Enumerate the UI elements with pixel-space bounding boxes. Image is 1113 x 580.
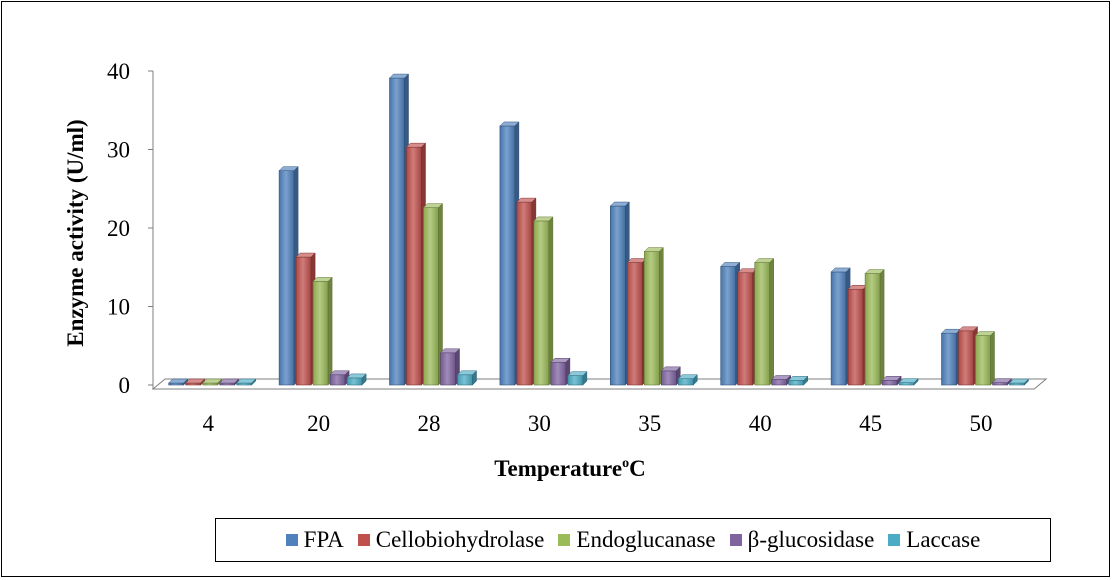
bar-endoglucanase-28: Endoglucanase @ 28: 22.6 bbox=[423, 207, 439, 386]
legend-label: Laccase bbox=[906, 527, 981, 552]
bar-endoglucanase-20: Endoglucanase @ 20: 13.2 bbox=[312, 281, 329, 386]
bar-endoglucanase-40: Endoglucanase @ 40: 15.6 bbox=[754, 262, 771, 386]
x-tick-label: 50 bbox=[970, 411, 993, 436]
bar-laccase-4: Laccase @ 4: 0 bbox=[236, 382, 252, 386]
x-tick-label: 30 bbox=[528, 411, 551, 436]
bar-laccase-30: Laccase @ 30: 1.2 bbox=[567, 375, 584, 386]
legend-item: Cellobiohydrolase bbox=[357, 527, 545, 553]
y-tick-label: 30 bbox=[107, 138, 130, 163]
bar-glucosidase-35: β-glucosidase @ 35: 1.8 bbox=[660, 370, 677, 386]
y-tick-label: 40 bbox=[107, 59, 130, 84]
bar-side-face bbox=[548, 216, 554, 386]
bar-cellobiohydrolase-50: Cellobiohydrolase @ 50: 6.9 bbox=[958, 330, 974, 386]
bar-fpa-40: FPA @ 40: 15.1 bbox=[720, 266, 737, 386]
bar-glucosidase-4: β-glucosidase @ 4: 0 bbox=[219, 382, 235, 386]
bar-endoglucanase-45: Endoglucanase @ 45: 14.2 bbox=[864, 273, 881, 386]
x-axis-title-sup: o bbox=[622, 456, 629, 471]
bar-cellobiohydrolase-28: Cellobiohydrolase @ 28: 30.3 bbox=[406, 146, 422, 386]
y-tick-label: 20 bbox=[107, 216, 130, 241]
bar-laccase-40: Laccase @ 40: 0.6 bbox=[788, 379, 805, 386]
legend-swatch bbox=[558, 534, 571, 546]
bar-side-face bbox=[769, 257, 774, 386]
bar-side-face bbox=[693, 374, 698, 386]
legend-item: FPA bbox=[285, 527, 344, 553]
axes bbox=[148, 70, 1048, 390]
y-tick-label: 10 bbox=[107, 295, 130, 320]
bar-glucosidase-20: β-glucosidase @ 20: 1.3 bbox=[329, 374, 346, 386]
legend-label: Cellobiohydrolase bbox=[375, 527, 545, 552]
bar-side-face bbox=[879, 268, 885, 386]
legend-item: Laccase bbox=[888, 527, 980, 553]
bar-cellobiohydrolase-45: Cellobiohydrolase @ 45: 12.2 bbox=[847, 288, 864, 386]
x-tick-label: 40 bbox=[749, 411, 772, 436]
bar-endoglucanase-30: Endoglucanase @ 30: 20.9 bbox=[533, 220, 550, 386]
bar-fpa-35: FPA @ 35: 22.8 bbox=[609, 205, 626, 386]
bar-fpa-50: FPA @ 50: 6.6 bbox=[941, 332, 957, 386]
bar-fpa-45: FPA @ 45: 14.4 bbox=[830, 271, 847, 386]
bar-side-face bbox=[582, 370, 588, 386]
bar-laccase-20: Laccase @ 20: 0.9 bbox=[346, 377, 363, 386]
legend-swatch bbox=[285, 534, 298, 546]
bar-laccase-35: Laccase @ 35: 0.8 bbox=[677, 378, 694, 386]
bar-glucosidase-28: β-glucosidase @ 28: 4.1 bbox=[440, 352, 456, 386]
bar-side-face bbox=[990, 330, 995, 386]
x-tick-label: 28 bbox=[418, 411, 441, 436]
bar-side-face bbox=[659, 246, 664, 386]
bar-side-face bbox=[803, 375, 808, 386]
legend-swatch bbox=[888, 534, 901, 546]
x-axis-title-text: Temperature bbox=[494, 456, 622, 481]
legend-swatch bbox=[357, 534, 370, 546]
bar-cellobiohydrolase-20: Cellobiohydrolase @ 20: 16.3 bbox=[295, 256, 312, 386]
bar-side-face bbox=[327, 276, 333, 386]
bar-glucosidase-30: β-glucosidase @ 30: 2.9 bbox=[550, 361, 567, 386]
x-axis-title: TemperatureoC bbox=[494, 456, 645, 481]
bar-endoglucanase-35: Endoglucanase @ 35: 17 bbox=[643, 251, 660, 386]
bar-fpa-30: FPA @ 30: 33 bbox=[499, 125, 516, 386]
legend-item: Endoglucanase bbox=[558, 527, 716, 553]
x-tick-label: 4 bbox=[202, 411, 214, 436]
bar-laccase-28: Laccase @ 28: 1.3 bbox=[457, 374, 473, 386]
bar-endoglucanase-50: Endoglucanase @ 50: 6.3 bbox=[975, 335, 991, 386]
bar-laccase-45: Laccase @ 45: 0.3 bbox=[898, 382, 915, 386]
bar-side-face bbox=[472, 370, 477, 386]
bar-cellobiohydrolase-30: Cellobiohydrolase @ 30: 23.3 bbox=[516, 201, 533, 386]
bar-fpa-20: FPA @ 20: 27.3 bbox=[278, 170, 295, 386]
bar-cellobiohydrolase-35: Cellobiohydrolase @ 35: 15.6 bbox=[626, 262, 643, 386]
bar-side-face bbox=[361, 373, 367, 386]
bar-side-face bbox=[913, 378, 919, 386]
bar-glucosidase-45: β-glucosidase @ 45: 0.6 bbox=[881, 379, 898, 386]
bar-side-face bbox=[1024, 378, 1029, 386]
legend-label: Endoglucanase bbox=[576, 527, 716, 552]
legend: FPA Cellobiohydrolase Endoglucanase β-gluco… bbox=[215, 518, 1051, 562]
y-axis-title: Enzyme activity (U/ml) bbox=[63, 119, 88, 346]
bars: FPA @ 4: 0Cellobiohydrolase @ 4: 0Endogl… bbox=[168, 73, 1030, 386]
x-axis-title-unit: C bbox=[629, 456, 646, 481]
x-tick-label: 45 bbox=[859, 411, 882, 436]
bar-laccase-50: Laccase @ 50: 0.2 bbox=[1009, 382, 1025, 386]
bar-glucosidase-40: β-glucosidase @ 40: 0.7 bbox=[771, 379, 788, 386]
bar-side-face bbox=[251, 378, 256, 386]
bar-endoglucanase-4: Endoglucanase @ 4: 0 bbox=[202, 382, 218, 386]
bar-fpa-28: FPA @ 28: 39.1 bbox=[389, 77, 405, 386]
legend-label: β-glucosidase bbox=[747, 527, 875, 552]
legend-item: β-glucosidase bbox=[729, 527, 875, 553]
y-tick-label: 0 bbox=[119, 373, 131, 398]
labels: 0 10 20 30 40 4 20 28 30 35 40 45 50 bbox=[107, 59, 993, 436]
bar-cellobiohydrolase-4: Cellobiohydrolase @ 4: 0 bbox=[185, 382, 201, 386]
bar-fpa-4: FPA @ 4: 0 bbox=[168, 382, 184, 386]
x-tick-label: 20 bbox=[307, 411, 330, 436]
x-tick-label: 35 bbox=[638, 411, 661, 436]
legend-label: FPA bbox=[303, 527, 344, 552]
chart-floor bbox=[151, 378, 1048, 390]
legend-swatch bbox=[729, 534, 742, 546]
bar-glucosidase-50: β-glucosidase @ 50: 0.3 bbox=[992, 382, 1008, 386]
bar-cellobiohydrolase-40: Cellobiohydrolase @ 40: 14.3 bbox=[737, 272, 754, 386]
